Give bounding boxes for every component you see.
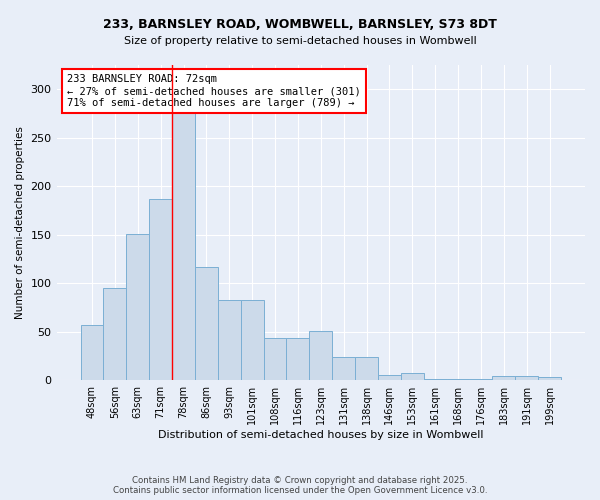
Bar	[332, 357, 355, 380]
Text: 233, BARNSLEY ROAD, WOMBWELL, BARNSLEY, S73 8DT: 233, BARNSLEY ROAD, WOMBWELL, BARNSLEY, …	[103, 18, 497, 30]
Bar	[218, 300, 241, 380]
Y-axis label: Number of semi-detached properties: Number of semi-detached properties	[15, 126, 25, 319]
Bar	[149, 199, 172, 380]
Bar	[401, 372, 424, 380]
Bar	[195, 267, 218, 380]
Bar	[103, 288, 127, 380]
Bar	[355, 357, 378, 380]
Text: 233 BARNSLEY ROAD: 72sqm
← 27% of semi-detached houses are smaller (301)
71% of : 233 BARNSLEY ROAD: 72sqm ← 27% of semi-d…	[67, 74, 361, 108]
Bar	[80, 325, 103, 380]
Bar	[286, 338, 310, 380]
Text: Contains HM Land Registry data © Crown copyright and database right 2025.
Contai: Contains HM Land Registry data © Crown c…	[113, 476, 487, 495]
Bar	[127, 234, 149, 380]
Bar	[493, 376, 515, 380]
Bar	[538, 378, 561, 380]
Text: Size of property relative to semi-detached houses in Wombwell: Size of property relative to semi-detach…	[124, 36, 476, 46]
Bar	[263, 338, 286, 380]
Bar	[515, 376, 538, 380]
X-axis label: Distribution of semi-detached houses by size in Wombwell: Distribution of semi-detached houses by …	[158, 430, 484, 440]
Bar	[310, 331, 332, 380]
Bar	[378, 376, 401, 380]
Bar	[172, 106, 195, 380]
Bar	[241, 300, 263, 380]
